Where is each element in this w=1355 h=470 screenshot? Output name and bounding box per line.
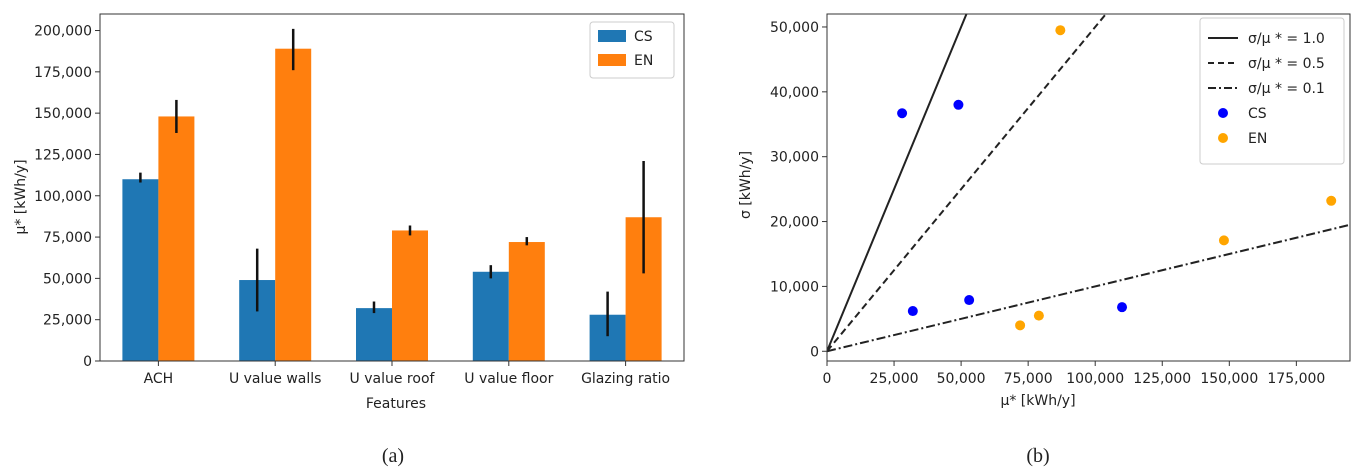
bar-cs-3 — [472, 271, 509, 361]
a-legend-cs-swatch — [598, 30, 626, 42]
b-legend-en-marker — [1218, 133, 1228, 143]
caption-b: (b) — [1026, 445, 1049, 467]
b-legend-cs-marker — [1218, 108, 1228, 118]
a-ytick-label-6: 150,000 — [34, 106, 92, 122]
b-xtick-label-5: 125,000 — [1133, 371, 1191, 387]
b-legend-label-2: σ/μ * = 0.5 — [1248, 56, 1325, 72]
b-xtick-label-4: 100,000 — [1066, 371, 1124, 387]
a-legend-cs: CS — [634, 29, 653, 45]
a-xtick-label-0: ACH — [144, 371, 174, 387]
bar-en-1 — [275, 48, 312, 361]
caption-a: (a) — [382, 445, 404, 467]
b-legend-cs: CS — [1248, 106, 1267, 122]
scatter-chart-panel-b: 0 25,000 50,000 75,000 100,000 125,000 150,000… — [738, 13, 1351, 467]
b-ytick-label-2: 20,000 — [770, 215, 819, 231]
b-ylabel: σ [kWh/y] — [738, 151, 754, 219]
b-xtick-label-7: 175,000 — [1267, 371, 1325, 387]
bar-chart-panel-a: 0 25,000 50,000 75,000 100,000 125,000 150,000… — [13, 13, 685, 467]
b-ytick-label-5: 50,000 — [770, 20, 819, 36]
a-ytick-label-5: 125,000 — [34, 147, 92, 163]
b-xtick-label-3: 75,000 — [1004, 371, 1053, 387]
a-ytick-label-8: 200,000 — [34, 24, 92, 40]
bar-en-3 — [508, 242, 545, 361]
bar-en-0 — [158, 116, 195, 361]
a-legend-en: EN — [634, 53, 653, 69]
point-cs-2 — [953, 99, 964, 110]
a-ytick-label-2: 50,000 — [43, 271, 92, 287]
b-xtick-label-0: 0 — [823, 371, 832, 387]
bar-en-2 — [392, 230, 428, 361]
a-xtick-label-4: Glazing ratio — [581, 371, 670, 387]
ratio-line-0 — [827, 14, 968, 352]
b-ytick-label-0: 0 — [810, 344, 819, 360]
b-xlabel: μ* [kWh/y] — [1000, 393, 1075, 409]
a-ytick-label-4: 100,000 — [34, 189, 92, 205]
b-legend-label-3: σ/μ * = 0.1 — [1248, 81, 1325, 97]
ratio-line-1 — [827, 14, 1107, 352]
point-en-3 — [1218, 235, 1229, 246]
a-ylabel: μ* [kWh/y] — [13, 159, 29, 234]
bar-cs-2 — [356, 308, 392, 361]
a-legend: CS EN — [589, 21, 675, 79]
bar-cs-0 — [122, 179, 159, 361]
a-ytick-label-3: 75,000 — [43, 230, 92, 246]
a-xtick-label-2: U value roof — [350, 371, 436, 387]
point-cs-3 — [964, 295, 975, 306]
b-xtick-label-6: 150,000 — [1200, 371, 1258, 387]
point-cs-0 — [897, 108, 908, 119]
a-ytick-label-1: 25,000 — [43, 313, 92, 329]
b-legend-label-1: σ/μ * = 1.0 — [1248, 31, 1325, 47]
a-xtick-label-3: U value floor — [464, 371, 553, 387]
b-ytick-label-4: 40,000 — [770, 85, 819, 101]
point-en-1 — [1033, 310, 1044, 321]
point-en-4 — [1326, 195, 1337, 206]
b-xtick-label-2: 50,000 — [937, 371, 986, 387]
b-legend: σ/μ * = 1.0 σ/μ * = 0.5 σ/μ * = 0.1 CS E… — [1199, 17, 1345, 165]
b-legend-en: EN — [1248, 131, 1267, 147]
point-en-0 — [1015, 320, 1026, 331]
b-ytick-label-1: 10,000 — [770, 279, 819, 295]
point-en-2 — [1055, 25, 1066, 36]
ratio-line-2 — [827, 223, 1350, 353]
point-cs-4 — [1117, 302, 1128, 313]
a-xtick-label-1: U value walls — [229, 371, 322, 387]
a-legend-en-swatch — [598, 54, 626, 66]
b-axes-frame — [826, 13, 1351, 362]
a-ytick-label-7: 175,000 — [34, 65, 92, 81]
b-ytick-label-3: 30,000 — [770, 150, 819, 166]
b-xtick-label-1: 25,000 — [870, 371, 919, 387]
a-ytick-label-0: 0 — [83, 354, 92, 370]
point-cs-1 — [907, 306, 918, 317]
a-xlabel: Features — [366, 396, 426, 412]
